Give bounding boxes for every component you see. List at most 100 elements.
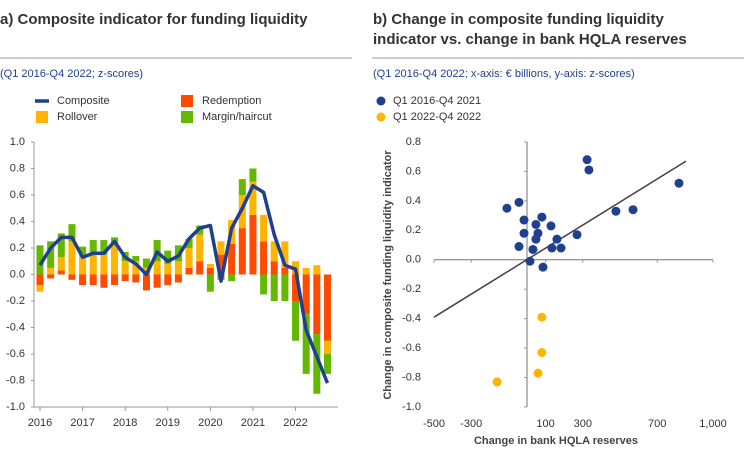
bar-segment — [270, 241, 278, 262]
point — [547, 243, 557, 253]
point — [584, 165, 594, 175]
legend-label: Rollover — [57, 111, 98, 123]
legend-swatch — [36, 111, 48, 123]
point — [556, 243, 566, 253]
point — [582, 155, 592, 165]
point — [528, 244, 538, 254]
point — [531, 219, 541, 229]
bar-segment — [100, 254, 108, 275]
x-tick-label: 2019 — [156, 417, 180, 429]
legend-label: Redemption — [202, 95, 261, 107]
y-tick-label: -0.6 — [402, 342, 421, 354]
bar-segment — [323, 354, 331, 374]
bar-segment — [89, 254, 97, 275]
y-tick-label: -0.2 — [6, 295, 25, 307]
y-tick-label: 0.0 — [406, 254, 421, 266]
bar-segment — [228, 274, 236, 282]
bar-segment — [153, 274, 161, 288]
legend-marker — [376, 96, 386, 106]
panel-a-title: a) Composite indicator for funding liqui… — [0, 11, 308, 28]
y-tick-label: 0.6 — [406, 165, 421, 177]
y-tick-label: -0.8 — [402, 371, 421, 383]
point — [531, 234, 541, 244]
bar-segment — [57, 233, 65, 258]
bar-segment — [249, 181, 257, 215]
bar-segment — [238, 179, 246, 195]
point — [514, 197, 524, 207]
y-tick-label: 0.4 — [10, 215, 25, 227]
bar-segment — [238, 228, 246, 275]
bar-segment — [302, 274, 310, 315]
x-tick-label: 2020 — [198, 417, 222, 429]
bar-segment — [217, 254, 225, 275]
x-tick-label: -500 — [423, 418, 445, 430]
y-tick-label: 0.2 — [406, 224, 421, 236]
panel-b-subtitle: (Q1 2016-Q4 2022; x-axis: € billions, y-… — [373, 68, 635, 80]
y-tick-label: 0.4 — [406, 195, 421, 207]
point — [537, 312, 547, 322]
panel-a-subtitle: (Q1 2016-Q4 2022; z-scores) — [0, 68, 143, 80]
bar-segment — [270, 261, 278, 275]
bar-segment — [323, 274, 331, 341]
x-tick-label: 700 — [648, 418, 666, 430]
point — [514, 242, 524, 252]
bar-segment — [89, 274, 97, 286]
bar-segment — [164, 250, 172, 264]
y-tick-label: 1.0 — [10, 136, 25, 148]
bar-segment — [302, 314, 310, 374]
y-tick-label: 0.8 — [406, 136, 421, 148]
bar-segment — [185, 267, 193, 275]
bar-segment — [132, 274, 140, 283]
panel-b-title: b) Change in composite funding liquidity… — [373, 11, 687, 48]
x-axis-label: Change in bank HQLA reserves — [474, 435, 638, 447]
bar-segment — [281, 267, 289, 275]
bar-segment — [68, 224, 76, 242]
bar-segment — [260, 241, 268, 275]
point — [533, 368, 543, 378]
bar-segment — [68, 274, 76, 280]
bar-segment — [142, 274, 150, 291]
y-tick-label: 0.8 — [10, 162, 25, 174]
bar-segment — [68, 241, 76, 275]
bar-segment — [313, 265, 321, 275]
bar-segment — [302, 267, 310, 275]
bar-segment — [89, 240, 97, 255]
point — [538, 262, 548, 272]
point — [537, 348, 547, 358]
y-tick-label: 0.2 — [10, 242, 25, 254]
point — [552, 234, 562, 244]
y-tick-label: -0.8 — [6, 374, 25, 386]
bar-segment — [281, 274, 289, 301]
point — [519, 215, 529, 225]
point — [674, 178, 684, 188]
bar-segment — [57, 257, 65, 271]
bar-segment — [153, 261, 161, 275]
point — [611, 206, 621, 216]
x-tick-label: -300 — [460, 418, 482, 430]
bar-segment — [323, 340, 331, 354]
x-tick-label: 300 — [574, 418, 592, 430]
bar-segment — [36, 274, 44, 286]
y-tick-label: -0.2 — [402, 283, 421, 295]
y-tick-label: -1.0 — [6, 401, 25, 413]
bar-segment — [196, 261, 204, 275]
legend-label: Composite — [57, 95, 110, 107]
bar-segment — [206, 263, 214, 268]
composite-line — [38, 183, 330, 384]
x-tick-label: 1,000 — [699, 418, 727, 430]
point — [572, 230, 582, 240]
bar-segment — [249, 168, 257, 182]
legend-swatch — [181, 111, 193, 123]
bar-segment — [174, 274, 182, 283]
bar-segment — [111, 245, 119, 275]
bar-segment — [174, 261, 182, 275]
bar-segment — [100, 240, 108, 255]
y-tick-label: -0.4 — [402, 313, 421, 325]
bar-segment — [206, 274, 214, 292]
legend-marker — [376, 112, 386, 122]
bar-segment — [132, 261, 140, 275]
point — [628, 205, 638, 215]
legend-swatch — [181, 95, 193, 107]
x-tick-label: 2018 — [113, 417, 137, 429]
